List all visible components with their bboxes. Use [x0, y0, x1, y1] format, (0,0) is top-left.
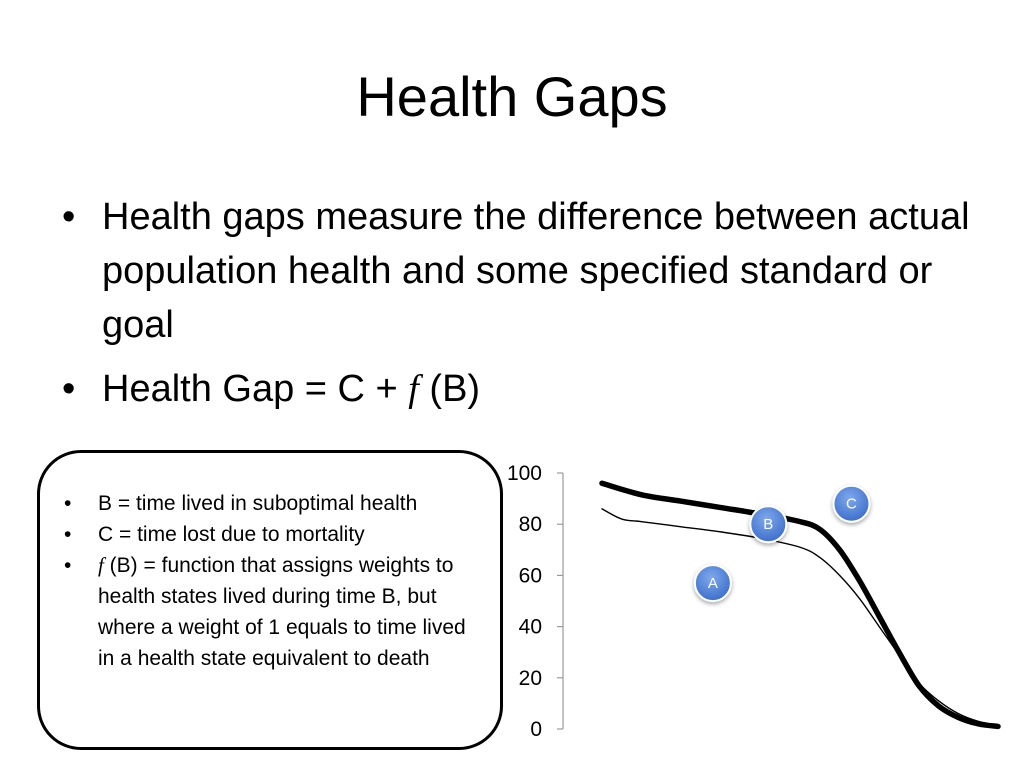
marker-circle — [749, 505, 788, 544]
bullet-dot-icon: • — [62, 368, 76, 410]
main-bullet-list: • Health gaps measure the difference bet… — [58, 190, 988, 426]
slide-title: Health Gaps — [356, 65, 668, 128]
bullet-dot-icon: • — [64, 523, 72, 546]
marker-circle — [832, 484, 871, 523]
definitions-list: • B = time lived in suboptimal health • … — [60, 488, 480, 674]
region-marker-c: C — [832, 484, 871, 523]
y-tick-label: 0 — [530, 718, 542, 741]
survival-curve-thick — [599, 480, 1001, 730]
y-tick-label: 60 — [519, 564, 542, 587]
bullet-dot-icon: • — [62, 196, 76, 238]
formula-suffix: (B) — [418, 368, 481, 410]
region-marker-b: B — [749, 505, 788, 544]
definition-item-c: • C = time lost due to mortality — [60, 519, 480, 550]
bullet-item-formula: • Health Gap = C + f (B) — [58, 362, 988, 416]
y-tick-label: 100 — [507, 462, 542, 485]
marker-label: A — [708, 575, 718, 592]
definition-item-b: • B = time lived in suboptimal health — [60, 488, 480, 519]
definition-item-f: • f (B) = function that assigns weights … — [60, 550, 480, 674]
bullet-dot-icon: • — [64, 554, 72, 577]
survival-curve-chart: 0 20 40 60 80 100 A B C — [507, 462, 1001, 741]
bullet-text-definition: Health gaps measure the difference betwe… — [102, 196, 970, 346]
formula-function-symbol: f — [408, 368, 419, 410]
curves — [599, 480, 1001, 730]
y-tick-label: 20 — [519, 667, 542, 690]
survival-curve-thin — [601, 508, 999, 726]
bullet-dot-icon: • — [64, 492, 72, 515]
marker-label: C — [846, 496, 857, 513]
bullet-item-definition: • Health gaps measure the difference bet… — [58, 190, 988, 352]
y-tick-label: 80 — [519, 513, 542, 536]
y-axis: 0 20 40 60 80 100 — [507, 462, 564, 741]
marker-label: B — [763, 516, 773, 533]
region-marker-a: A — [693, 564, 732, 603]
region-markers: A B C — [693, 484, 871, 603]
definitions-box — [37, 450, 503, 750]
marker-circle — [693, 564, 732, 603]
y-tick-label: 40 — [519, 616, 542, 639]
definition-text-c: C = time lost due to mortality — [98, 523, 365, 546]
definition-text-b: B = time lived in suboptimal health — [98, 492, 418, 515]
definition-function-symbol: f — [98, 553, 104, 577]
formula-prefix: Health Gap = C + — [102, 368, 409, 410]
definition-text-f: (B) = function that assigns weights to h… — [98, 554, 466, 670]
